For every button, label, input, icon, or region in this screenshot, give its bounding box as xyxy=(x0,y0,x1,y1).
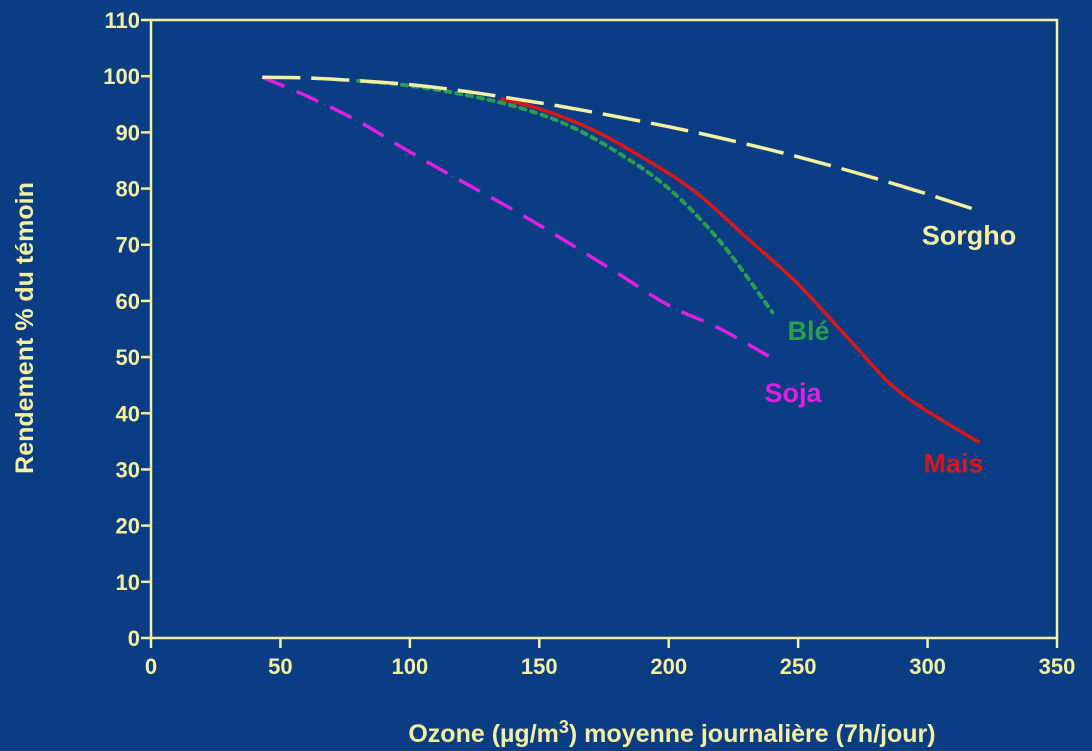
tick-layer: 0 10 20 30 40 50 60 70 80 90 100 110 0 50 100 150 200 250… xyxy=(103,8,1075,679)
y-tick-label: 10 xyxy=(116,570,140,595)
series-label-sorgho: Sorgho xyxy=(922,221,1017,251)
y-tick-label: 20 xyxy=(116,514,140,539)
y-tick-label: 100 xyxy=(103,64,140,89)
x-axis-title: Ozone (µg/m3) moyenne journalière (7h/jo… xyxy=(408,717,935,748)
label-layer: Sorgho Blé Soja Mais xyxy=(764,221,1016,479)
x-tick-label: 50 xyxy=(268,654,292,679)
series-layer xyxy=(261,75,981,444)
series-label-bl: Blé xyxy=(787,316,829,346)
x-tick-label: 150 xyxy=(521,654,558,679)
series-line-soja xyxy=(261,75,781,365)
x-axis-title-superscript: 3 xyxy=(559,717,569,737)
series-line-mais xyxy=(500,97,981,444)
x-axis-title-main: Ozone (µg/m xyxy=(408,720,559,748)
y-tick-label: 80 xyxy=(116,177,140,202)
y-tick-label: 110 xyxy=(105,8,141,33)
y-tick-label: 40 xyxy=(116,401,140,426)
y-tick-label: 90 xyxy=(116,120,140,145)
x-tick-label: 350 xyxy=(1039,654,1076,679)
y-tick-label: 0 xyxy=(128,626,140,651)
series-line-sorgho xyxy=(262,75,980,213)
x-tick-label: 300 xyxy=(909,654,946,679)
y-tick-label: 30 xyxy=(116,457,140,482)
series-label-soja: Soja xyxy=(764,378,822,408)
plot-area xyxy=(149,18,1059,640)
x-tick-label: 250 xyxy=(780,654,817,679)
x-tick-label: 100 xyxy=(391,654,428,679)
y-tick-label: 70 xyxy=(116,233,140,258)
y-tick-label: 50 xyxy=(116,345,140,370)
x-tick-label: 200 xyxy=(650,654,687,679)
series-line-bl xyxy=(356,78,775,315)
x-tick-label: 0 xyxy=(145,654,157,679)
plot-frame xyxy=(149,18,1059,640)
x-axis-title-rest: ) moyenne journalière (7h/jour) xyxy=(569,720,936,748)
y-axis-title: Rendement % du témoin xyxy=(11,182,39,474)
y-tick-label: 60 xyxy=(116,289,140,314)
series-label-mais: Mais xyxy=(923,448,983,478)
